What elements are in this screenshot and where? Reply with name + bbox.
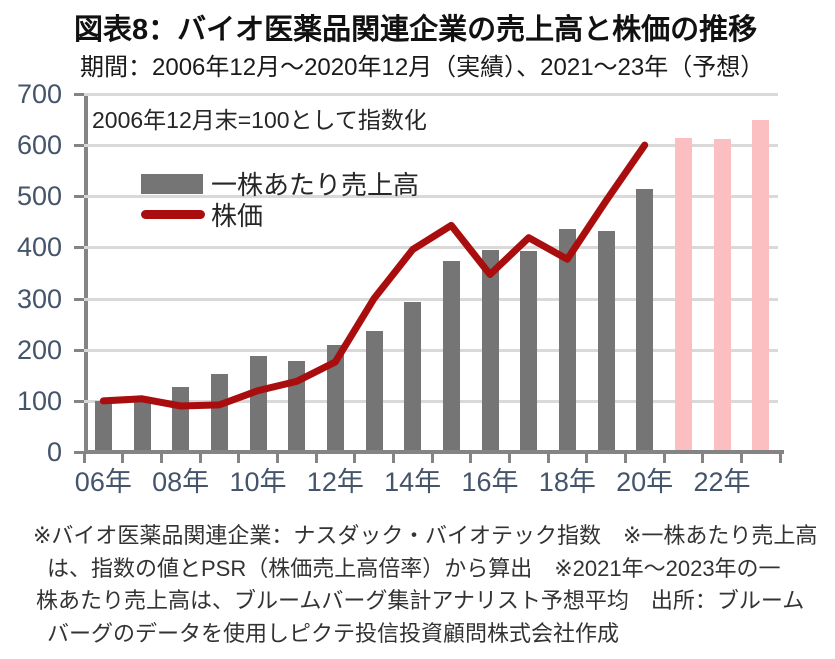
y-axis-tick — [74, 348, 84, 352]
x-axis-label: 20年 — [616, 467, 674, 497]
bar — [558, 228, 576, 450]
index-annotation: 2006年12月末=100として指数化 — [92, 107, 427, 133]
x-axis-label: 12年 — [306, 467, 364, 497]
bar — [133, 399, 151, 450]
y-axis-label: 700 — [16, 79, 62, 109]
stock-price-line — [99, 141, 649, 410]
x-axis-tick — [585, 454, 589, 463]
x-axis-tick — [275, 454, 279, 463]
footnote-line: 株あたり売上高は、ブルームバーグ集計アナリスト予想平均 出所：ブルーム — [36, 588, 805, 613]
x-axis-tick — [121, 454, 125, 463]
gridline — [84, 297, 778, 301]
legend-item-price: 株価 — [141, 199, 419, 231]
x-axis-line — [84, 450, 784, 454]
line-series — [99, 141, 649, 410]
bar — [249, 356, 267, 450]
chart-subtitle: 期間：2006年12月～2020年12月（実績）、2021～23年（予想） — [80, 54, 765, 81]
legend-line-swatch-icon — [141, 210, 205, 219]
legend-item-sales: 一株あたり売上高 — [141, 168, 420, 200]
bar — [636, 189, 654, 450]
x-axis-tick — [353, 454, 357, 463]
y-axis-label: 300 — [16, 283, 62, 314]
x-axis-tick — [739, 454, 743, 463]
plot-area: 2006年12月末=100として指数化 一株あたり売上高 株価 — [84, 93, 780, 452]
gridline — [84, 246, 778, 250]
y-axis-tick — [74, 144, 84, 148]
y-axis-label: 0 — [46, 437, 62, 467]
gridline — [84, 195, 778, 199]
x-axis-label: 10年 — [229, 467, 287, 497]
x-axis-tick — [314, 454, 318, 463]
gridline — [84, 399, 778, 403]
bar — [94, 401, 112, 450]
forecast-bar — [713, 139, 731, 450]
gridline — [84, 144, 778, 148]
y-axis-line — [84, 94, 88, 454]
footnote-line: バーグのデータを使用しピクテ投信投資顧問株式会社作成 — [47, 620, 620, 646]
bar — [481, 249, 499, 450]
gridline — [84, 93, 778, 96]
forecast-bar — [752, 119, 770, 450]
bar — [520, 251, 538, 450]
bar — [210, 373, 228, 450]
x-axis-tick — [237, 454, 241, 463]
x-axis-label: 18年 — [538, 467, 596, 497]
x-axis-label: 14年 — [384, 467, 442, 497]
x-axis-tick — [662, 454, 666, 463]
legend-line-label: 株価 — [211, 201, 264, 231]
x-axis-label: 16年 — [461, 467, 519, 497]
x-axis-label: 06年 — [74, 467, 132, 497]
x-axis-tick — [430, 454, 434, 463]
y-axis-tick — [74, 451, 84, 454]
x-axis-tick — [469, 454, 473, 463]
x-axis-label: 08年 — [152, 467, 210, 497]
bar — [404, 301, 422, 450]
y-axis-label: 100 — [16, 385, 62, 416]
footnote-line: ※バイオ医薬品関連企業：ナスダック・バイオテック指数 ※一株あたり売上高 — [33, 523, 818, 548]
y-axis-tick — [74, 297, 84, 301]
y-axis-label: 600 — [16, 130, 62, 161]
y-axis-tick — [74, 93, 84, 96]
y-axis-label: 500 — [16, 181, 62, 212]
footnote-line: は、指数の値とPSR（株価売上高倍率）から算出 ※2021年～2023年の一 — [47, 555, 781, 581]
x-axis-tick — [159, 454, 163, 463]
x-axis-tick — [701, 454, 705, 463]
legend: 一株あたり売上高 株価 — [141, 168, 420, 231]
y-axis-label: 200 — [16, 334, 62, 365]
x-axis-tick — [82, 454, 86, 463]
x-axis-tick — [198, 454, 202, 463]
bar — [326, 344, 344, 450]
bar — [365, 331, 383, 450]
y-axis-tick — [74, 399, 84, 403]
legend-bar-swatch-icon — [141, 173, 203, 194]
x-axis-tick — [623, 454, 627, 463]
bar — [442, 260, 460, 450]
x-axis-tick — [546, 454, 550, 463]
legend-bar-label: 一株あたり売上高 — [211, 170, 420, 200]
y-axis-label: 400 — [16, 232, 62, 263]
y-axis-tick — [74, 246, 84, 250]
gridline — [84, 348, 778, 352]
forecast-bar — [674, 137, 692, 450]
y-axis-tick — [74, 195, 84, 199]
x-axis-tick — [507, 454, 511, 463]
bar — [597, 231, 615, 450]
x-axis-label: 22年 — [693, 467, 751, 497]
footnote: ※バイオ医薬品関連企業：ナスダック・バイオテック指数 ※一株あたり売上高 は、指… — [33, 520, 823, 650]
x-axis-tick — [391, 454, 395, 463]
x-axis-tick — [778, 454, 782, 463]
chart-title: 図表8：バイオ医薬品関連企業の売上高と株価の推移 — [74, 14, 758, 46]
